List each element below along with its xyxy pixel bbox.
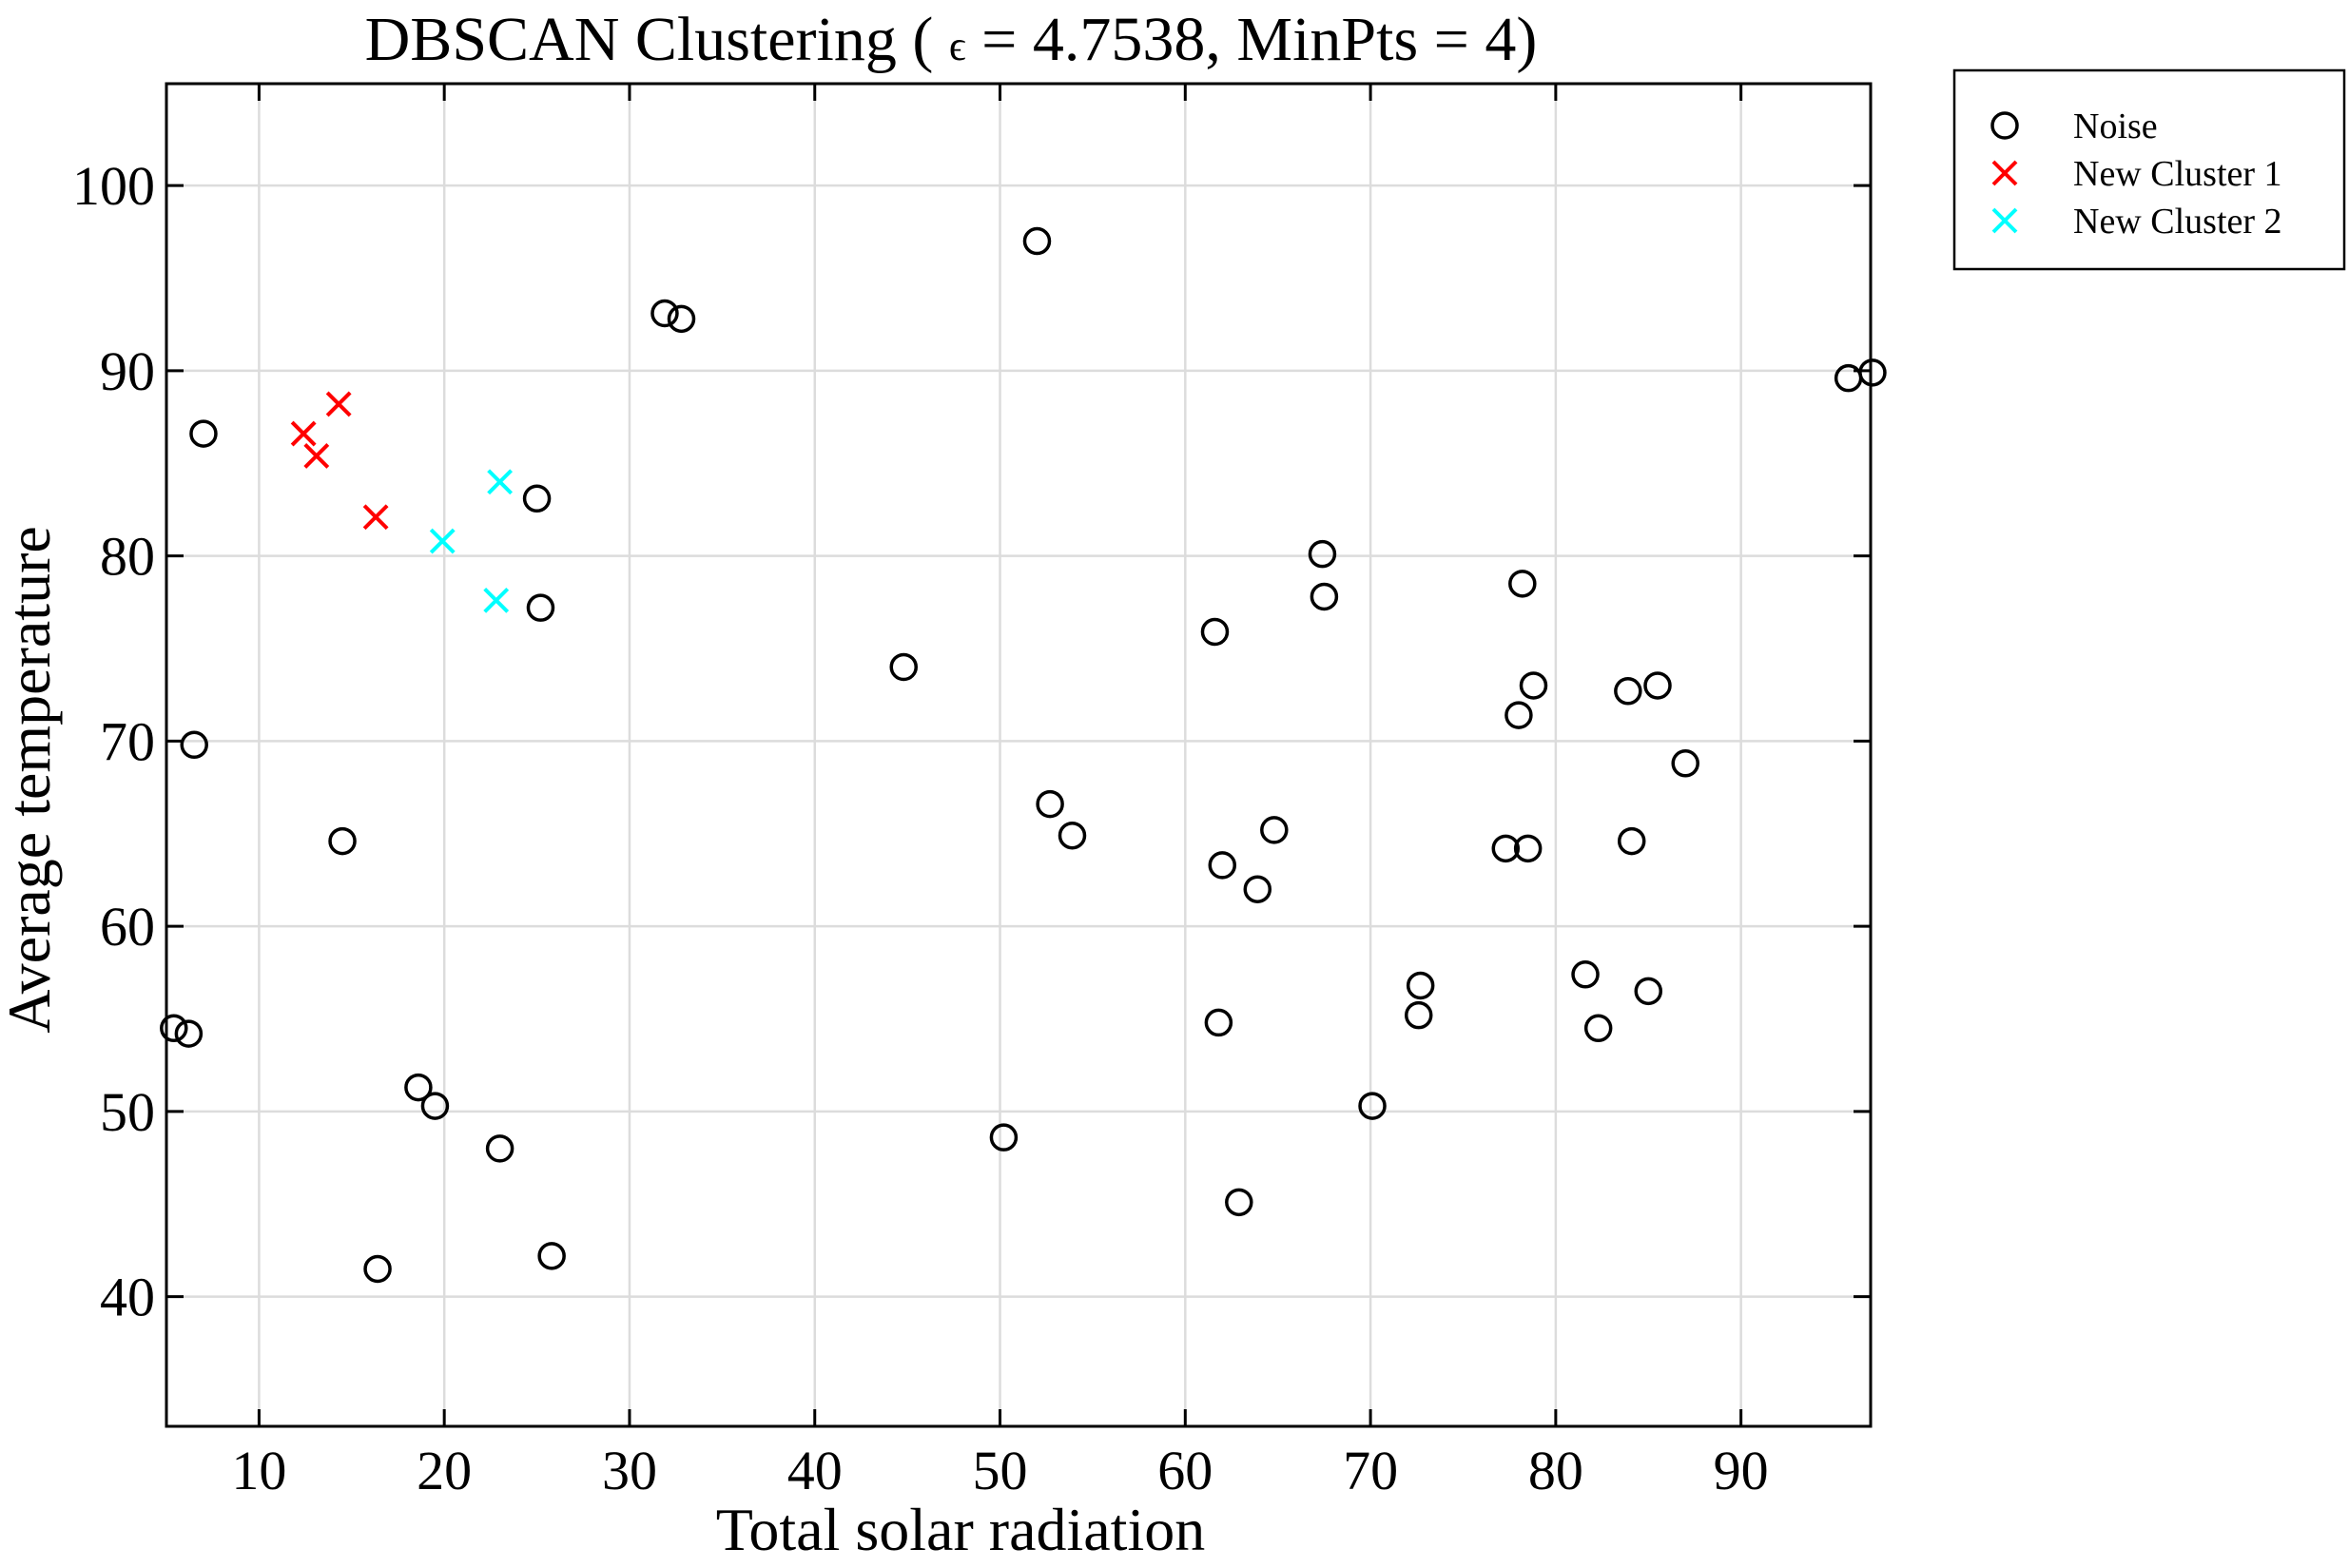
noise-point bbox=[189, 419, 218, 448]
noise-point bbox=[1508, 570, 1537, 598]
noise-point bbox=[1308, 539, 1337, 569]
noise-point bbox=[328, 826, 357, 856]
chart-title: DBSCAN Clustering ( ϵ = 4.7538, MinPts =… bbox=[365, 5, 1538, 74]
legend-marker-2 bbox=[1991, 160, 2018, 186]
noise-point bbox=[1858, 358, 1887, 387]
x-tick-label: 30 bbox=[602, 1440, 657, 1501]
noise-point bbox=[1513, 834, 1543, 863]
y-axis-label: Average temperature bbox=[0, 526, 63, 1034]
noise-point bbox=[1519, 671, 1548, 700]
legend-label-1: Noise bbox=[2073, 106, 2158, 146]
plot-frame bbox=[165, 82, 1873, 1428]
x-tick-label: 90 bbox=[1714, 1440, 1769, 1501]
x-axis-label: Total solar radiation bbox=[716, 1496, 1205, 1563]
new-cluster-1-point bbox=[325, 391, 352, 417]
noise-point bbox=[1243, 875, 1272, 903]
legend-label-2: New Cluster 1 bbox=[2073, 154, 2282, 194]
noise-point bbox=[1204, 1008, 1233, 1037]
noise-point bbox=[363, 1254, 392, 1284]
grid bbox=[166, 84, 1871, 1426]
data-points bbox=[160, 226, 1887, 1284]
y-tick-label: 100 bbox=[72, 155, 155, 217]
noise-point bbox=[1036, 789, 1064, 819]
noise-point bbox=[989, 1123, 1019, 1152]
noise-point bbox=[1671, 749, 1699, 778]
noise-point bbox=[1022, 226, 1052, 256]
noise-point bbox=[1406, 971, 1435, 1000]
noise-point bbox=[1571, 960, 1600, 989]
noise-point bbox=[180, 730, 208, 760]
noise-point bbox=[1614, 677, 1642, 706]
noise-point bbox=[1834, 363, 1863, 393]
chart-title-suffix: = 4.7538, MinPts = 4) bbox=[966, 5, 1538, 74]
noise-point bbox=[650, 299, 679, 328]
noise-point bbox=[174, 1019, 204, 1048]
noise-point bbox=[420, 1092, 450, 1120]
y-tick-label: 90 bbox=[100, 340, 155, 402]
legend-marker-3 bbox=[1991, 207, 2018, 234]
y-tick-label: 60 bbox=[100, 896, 155, 958]
legend-label-3: New Cluster 2 bbox=[2073, 202, 2282, 242]
noise-point bbox=[1200, 617, 1230, 647]
new-cluster-2-point bbox=[483, 587, 510, 613]
chart-title-epsilon: ϵ bbox=[949, 23, 966, 69]
noise-point bbox=[1617, 826, 1646, 856]
noise-point bbox=[485, 1134, 514, 1163]
noise-point bbox=[160, 1014, 188, 1043]
noise-point bbox=[1260, 816, 1289, 844]
y-tick-label: 70 bbox=[100, 710, 155, 772]
noise-point bbox=[1310, 582, 1339, 611]
axis-tick-labels: 10 20 30 40 50 60 70 80 90 40 50 60 70 80 90 100 bbox=[72, 155, 1769, 1501]
noise-point bbox=[1583, 1014, 1613, 1043]
chart-title-prefix: DBSCAN Clustering ( bbox=[365, 5, 949, 74]
new-cluster-1-point bbox=[303, 443, 330, 469]
y-tick-label: 80 bbox=[100, 526, 155, 588]
noise-point bbox=[1505, 701, 1533, 729]
noise-point bbox=[404, 1073, 433, 1102]
noise-point bbox=[1225, 1188, 1253, 1217]
x-tick-label: 70 bbox=[1343, 1440, 1398, 1501]
new-cluster-2-point bbox=[429, 528, 456, 554]
legend-box bbox=[1952, 68, 2346, 271]
y-tick-label: 40 bbox=[100, 1267, 155, 1328]
noise-point bbox=[526, 593, 555, 622]
legend-items: Noise New Cluster 1 New Cluster 2 bbox=[1990, 106, 2282, 242]
legend: Noise New Cluster 1 New Cluster 2 bbox=[1952, 68, 2346, 271]
noise-point bbox=[1404, 1000, 1433, 1030]
noise-point bbox=[1058, 821, 1087, 850]
new-cluster-1-point bbox=[290, 420, 317, 447]
noise-point bbox=[667, 304, 696, 334]
noise-point bbox=[522, 484, 552, 513]
noise-point bbox=[1643, 671, 1672, 700]
x-tick-label: 60 bbox=[1157, 1440, 1213, 1501]
legend-marker-1 bbox=[1990, 111, 2019, 140]
x-tick-label: 20 bbox=[417, 1440, 472, 1501]
x-tick-label: 10 bbox=[231, 1440, 286, 1501]
x-tick-label: 80 bbox=[1528, 1440, 1583, 1501]
noise-point bbox=[1491, 834, 1521, 863]
noise-point bbox=[1208, 851, 1237, 880]
noise-point bbox=[889, 652, 918, 682]
axis-ticks bbox=[166, 84, 1871, 1426]
x-tick-label: 50 bbox=[973, 1440, 1028, 1501]
noise-point bbox=[1358, 1092, 1387, 1120]
new-cluster-1-point bbox=[362, 504, 389, 531]
x-tick-label: 40 bbox=[787, 1440, 843, 1501]
noise-point bbox=[537, 1242, 566, 1270]
noise-point bbox=[1634, 977, 1663, 1006]
new-cluster-2-point bbox=[487, 469, 514, 495]
y-tick-label: 50 bbox=[100, 1081, 155, 1143]
